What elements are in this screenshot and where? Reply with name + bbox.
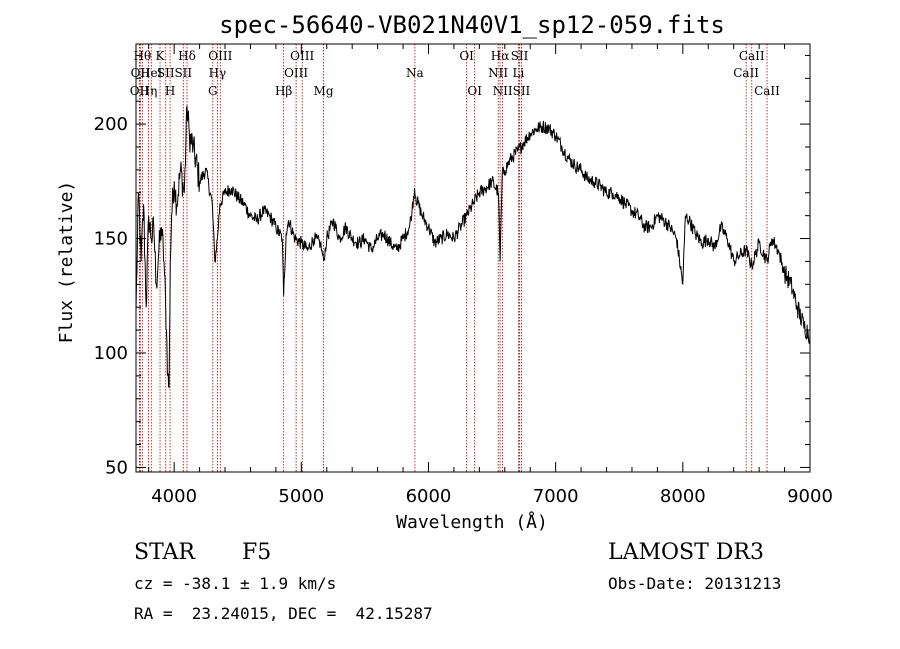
spectral-line-label: Mg (314, 84, 334, 98)
spectral-line-label: SII (511, 49, 529, 63)
spectral-line-label: Hη (140, 84, 158, 98)
x-tick-label: 5000 (278, 486, 324, 507)
x-axis-label: Wavelength (Å) (396, 511, 548, 533)
spectral-line-label: CaII (733, 66, 759, 80)
x-axis-ticks: 4000 5000 6000 7000 8000 9000 (148, 44, 833, 507)
object-type: STAR (134, 540, 195, 565)
redshift-readout: cz = -38.1 ± 1.9 km/s (134, 574, 337, 593)
spectral-line-label: OIII (208, 49, 232, 63)
y-tick-label: 100 (94, 343, 128, 364)
y-axis-label: Flux (relative) (56, 181, 77, 344)
spectral-line-label: Hβ (275, 84, 292, 98)
spectral-line-label: NII (488, 66, 508, 80)
x-tick-label: 7000 (533, 486, 579, 507)
spectral-line-label: Hδ (178, 49, 196, 63)
x-tick-label: 4000 (151, 486, 197, 507)
x-tick-label: 8000 (660, 486, 706, 507)
spectral-line-label: Hα (491, 49, 510, 63)
spectral-line-label: OI (467, 84, 482, 98)
x-tick-label: 6000 (406, 486, 452, 507)
coordinates: RA = 23.24015, DEC = 42.15287 (134, 604, 433, 623)
spectral-line-label: OIII (284, 66, 308, 80)
spectral-line-label: HeI (140, 66, 163, 80)
spectral-line-label: OI (459, 49, 474, 63)
y-tick-label: 150 (94, 229, 128, 250)
spectral-line-label: H (165, 84, 175, 98)
spectral-line-label: Na (406, 66, 424, 80)
y-tick-label: 50 (105, 457, 128, 478)
plot-frame (135, 43, 811, 473)
survey-name: LAMOST DR3 (608, 540, 764, 565)
spectral-line-label: NII (493, 84, 513, 98)
spectral-line-label: G (208, 84, 218, 98)
spectral-line-label: SII (157, 66, 175, 80)
spectral-line-label: Hθ (134, 49, 152, 63)
chart-title: spec-56640-VB021N40V1_sp12-059.fits (219, 11, 725, 39)
spectral-line-markers (139, 44, 768, 472)
spectral-line-label: OIII (290, 49, 314, 63)
spectral-line-label: CaII (739, 49, 765, 63)
spectral-line-label: CaII (754, 84, 780, 98)
flux-series-line (135, 105, 811, 389)
spectral-line-label: SII (513, 84, 531, 98)
x-tick-label: 9000 (787, 486, 833, 507)
spectral-line-labels: OIIOIIHθHηHeIKSIIHHδSIIGHγOIIIHβOIIIOIII… (130, 49, 780, 98)
spectral-subclass: F5 (242, 540, 272, 565)
y-axis-ticks: 50 100 150 200 (94, 54, 810, 478)
spectral-line-label: K (156, 49, 166, 63)
spectral-line-label: Hγ (209, 66, 227, 80)
spectral-line-label: OII (130, 84, 150, 98)
spectral-line-label: SII (174, 66, 192, 80)
obs-date: Obs-Date: 20131213 (608, 574, 782, 593)
spectral-line-label: Li (512, 66, 524, 80)
y-tick-label: 200 (94, 114, 128, 135)
